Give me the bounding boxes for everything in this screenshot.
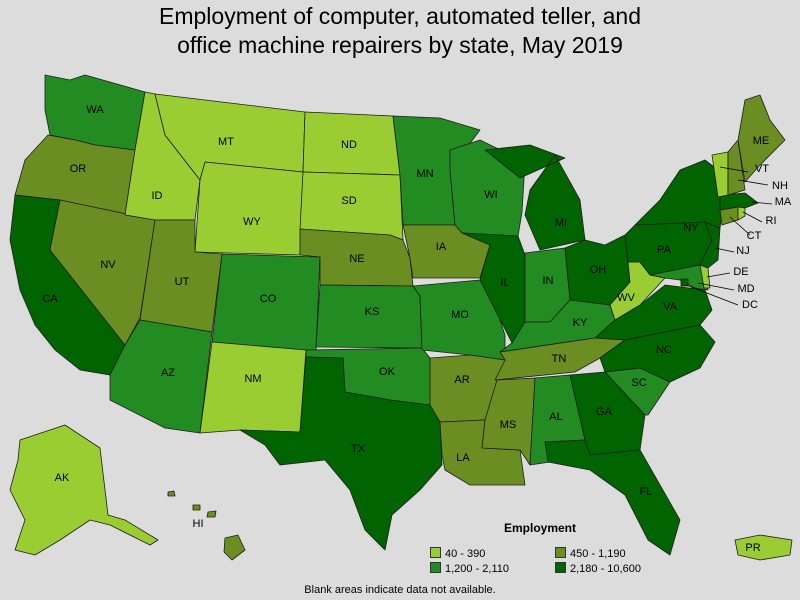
state-label-KS: KS (365, 306, 380, 318)
legend-label-3: 2,180 - 10,600 (570, 563, 641, 575)
state-label-NC: NC (656, 344, 672, 356)
state-label-AR: AR (454, 374, 469, 386)
state-label-IN: IN (543, 275, 554, 287)
state-label-MD: MD (737, 283, 754, 295)
state-label-TN: TN (552, 353, 567, 365)
legend-swatch-1 (555, 547, 566, 558)
leader-MA (751, 201, 773, 205)
state-label-IL: IL (500, 277, 509, 289)
state-TX[interactable] (239, 356, 443, 551)
legend-title: Employment (504, 521, 577, 535)
state-label-WI: WI (484, 189, 497, 201)
state-label-LA: LA (456, 452, 470, 464)
state-label-CO: CO (260, 293, 277, 305)
legend-label-0: 40 - 390 (445, 548, 486, 560)
leader-DE (706, 272, 731, 278)
state-label-TX: TX (351, 443, 366, 455)
state-NM[interactable] (199, 341, 307, 434)
state-MA[interactable] (719, 192, 759, 211)
state-label-NJ: NJ (736, 245, 749, 257)
map-title-line1: Employment of computer, automated teller… (159, 3, 641, 29)
state-label-IA: IA (436, 241, 447, 253)
state-label-MA: MA (775, 196, 792, 208)
state-label-KY: KY (573, 317, 588, 329)
state-label-CT: CT (747, 230, 762, 242)
state-NH[interactable] (727, 139, 746, 196)
leader-RI (742, 211, 763, 223)
state-label-MT: MT (218, 136, 234, 148)
state-label-AZ: AZ (161, 367, 175, 379)
state-label-FL: FL (640, 486, 653, 498)
state-label-PR: PR (745, 542, 760, 554)
state-AK[interactable] (9, 424, 159, 556)
legend-swatch-3 (555, 562, 566, 573)
legend-swatch-2 (430, 562, 441, 573)
legend-item-0: 40 - 390 (430, 547, 485, 561)
state-label-WV: WV (617, 292, 635, 304)
leader-VT (719, 166, 749, 173)
state-label-WY: WY (243, 216, 261, 228)
state-label-NH: NH (772, 180, 788, 192)
state-label-UT: UT (175, 276, 190, 288)
state-label-HI: HI (193, 518, 204, 530)
legend-item-2: 1,200 - 2,110 (430, 562, 509, 576)
leader-MD (697, 282, 735, 291)
state-label-MN: MN (416, 168, 433, 180)
state-label-PA: PA (657, 244, 672, 256)
state-label-ID: ID (152, 190, 163, 202)
legend-item-3: 2,180 - 10,600 (555, 562, 641, 576)
legend-label-1: 450 - 1,190 (570, 548, 626, 560)
state-label-OH: OH (590, 264, 607, 276)
state-label-SC: SC (631, 377, 646, 389)
map-title-line2: office machine repairers by state, May 2… (177, 32, 623, 58)
leader-DC (685, 284, 739, 306)
state-label-OR: OR (70, 163, 87, 175)
state-AZ[interactable] (109, 319, 213, 434)
legend-label-2: 1,200 - 2,110 (445, 563, 510, 575)
state-label-GA: GA (596, 406, 613, 418)
state-label-NV: NV (100, 259, 116, 271)
state-label-NY: NY (683, 222, 699, 234)
state-label-NM: NM (244, 373, 261, 385)
state-NY[interactable] (634, 159, 723, 229)
legend-item-1: 450 - 1,190 (555, 547, 626, 561)
footnote: Blank areas indicate data not available. (304, 584, 496, 596)
map-title: Employment of computer, automated teller… (0, 2, 800, 60)
legend-swatch-0 (430, 547, 441, 558)
state-label-MS: MS (500, 419, 517, 431)
state-label-OK: OK (379, 366, 396, 378)
state-label-MO: MO (451, 309, 469, 321)
state-label-AK: AK (55, 472, 70, 484)
leader-CT (729, 216, 751, 236)
state-label-AL: AL (549, 411, 562, 423)
state-label-NE: NE (349, 253, 364, 265)
state-label-MI: MI (555, 217, 567, 229)
state-label-CA: CA (42, 293, 58, 305)
state-label-DC: DC (742, 299, 758, 311)
state-label-ME: ME (753, 135, 770, 147)
state-PR[interactable] (734, 534, 793, 561)
state-label-VT: VT (755, 163, 769, 175)
state-label-VA: VA (663, 301, 678, 313)
leader-NH (737, 179, 769, 186)
state-label-SD: SD (341, 195, 356, 207)
state-label-WA: WA (86, 104, 104, 116)
state-ME[interactable] (737, 94, 786, 183)
state-FL[interactable] (544, 439, 681, 556)
state-WY[interactable] (194, 161, 304, 256)
state-label-ND: ND (341, 139, 357, 151)
state-HI[interactable] (167, 490, 246, 561)
state-label-DE: DE (733, 266, 748, 278)
leader-NJ (714, 247, 735, 253)
state-label-RI: RI (766, 215, 777, 227)
